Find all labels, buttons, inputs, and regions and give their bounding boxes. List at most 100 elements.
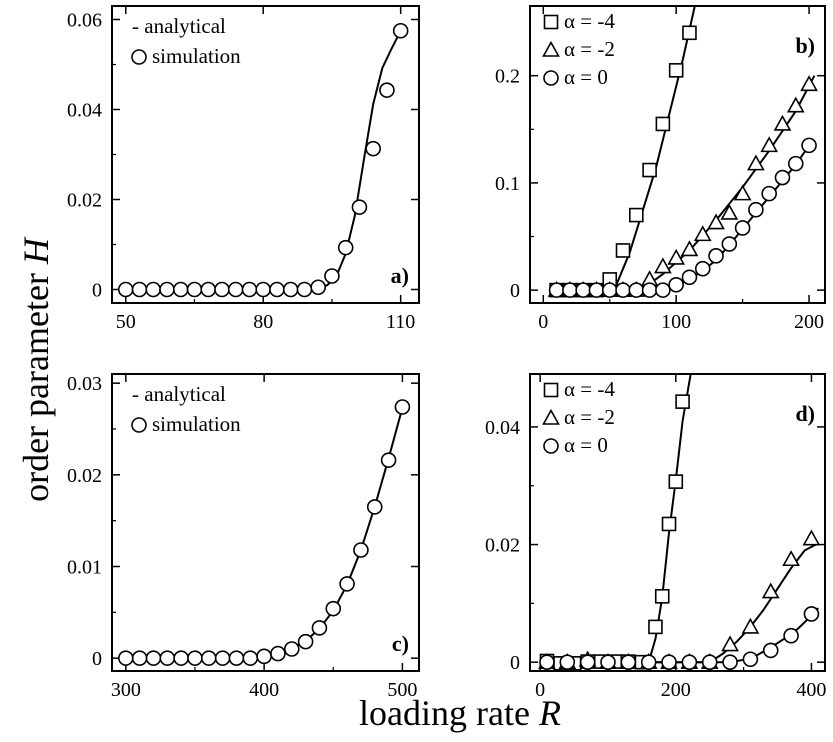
y-axis-title: order parameter H — [16, 236, 56, 502]
data-point-circle — [159, 281, 175, 298]
data-point-circle — [159, 650, 176, 666]
data-point-triangle — [720, 203, 739, 220]
y-tick-label-d: 0.02 — [485, 535, 520, 557]
data-point-circle — [601, 282, 618, 298]
data-point-circle — [661, 654, 677, 670]
data-point-circle — [186, 281, 203, 298]
data-point-circle — [200, 281, 217, 298]
legend-marker-triangle — [542, 40, 560, 57]
data-point-circle — [787, 155, 804, 172]
legend-label-d: α = -2 — [564, 405, 615, 429]
data-point-circle — [761, 185, 777, 202]
panel-a: 50 80 110 0 0.02 0.04 0.06 - analytical simulati… — [67, 5, 420, 333]
panel-label-b: b) — [795, 33, 815, 58]
data-point-triangle — [760, 136, 779, 153]
data-point-circle — [701, 654, 718, 670]
data-point-circle — [145, 650, 162, 666]
legend-label-a: - analytical — [132, 14, 226, 38]
panel-b: 0 100 200 0 0.1 0.2 α = -4 α = -2 α = 0 b) — [495, 5, 826, 333]
data-point-circle — [311, 620, 328, 636]
data-point-circle — [187, 650, 203, 666]
data-point-circle — [655, 282, 671, 298]
series-a-circle — [117, 22, 409, 298]
data-point-triangle — [741, 617, 760, 634]
y-tick-label-c: 0 — [92, 648, 102, 670]
series-c-circle — [118, 399, 411, 666]
data-point-circle — [734, 220, 751, 236]
data-point-square — [668, 63, 684, 78]
data-point-circle — [296, 281, 313, 298]
data-point-circle — [325, 600, 342, 617]
data-point-circle — [270, 645, 286, 662]
data-point-square — [668, 474, 684, 489]
data-point-circle — [353, 542, 369, 558]
data-point-triangle — [680, 240, 699, 257]
legend-marker-circle — [543, 438, 559, 454]
data-point-circle — [201, 650, 217, 666]
data-point-circle — [118, 650, 134, 666]
data-point-circle — [562, 282, 578, 298]
data-point-circle — [228, 650, 245, 666]
analytical-curve-b — [556, 75, 816, 292]
data-point-circle — [628, 282, 645, 298]
series-d-circle — [539, 606, 820, 670]
legend-label-d: α = 0 — [564, 433, 608, 457]
x-tick-label-b: 100 — [661, 311, 691, 333]
data-point-circle — [214, 650, 231, 666]
x-tick-label-d: 0 — [535, 679, 545, 701]
legend-label-a: simulation — [152, 44, 241, 68]
panel-label-d: d) — [795, 401, 815, 426]
data-point-circle — [269, 281, 285, 298]
data-point-circle — [131, 281, 148, 298]
data-point-circle — [579, 654, 596, 670]
legend-label-c: simulation — [152, 412, 241, 436]
data-point-circle — [774, 169, 791, 186]
legend-label-b: α = 0 — [564, 65, 608, 89]
legend-marker-triangle — [542, 408, 560, 425]
data-point-circle — [803, 606, 820, 622]
data-point-triangle — [733, 184, 752, 201]
data-point-circle — [641, 282, 658, 298]
data-point-circle — [681, 654, 698, 670]
data-point-circle — [283, 641, 300, 657]
plot-frame-d — [529, 373, 826, 672]
data-point-circle — [172, 281, 189, 298]
data-point-circle — [694, 260, 711, 277]
series-b-triangle — [547, 75, 818, 297]
panel-d: 0 200 400 0 0.02 0.04 α = -4 α = -2 α = 0 d) — [485, 373, 826, 701]
data-point-circle — [256, 648, 272, 665]
y-tick-label-a: 0.02 — [67, 190, 102, 212]
x-axis-title: loading rate R — [359, 693, 561, 733]
legend-marker-square — [543, 382, 559, 398]
legend-marker-circle — [131, 49, 147, 65]
data-point-circle — [600, 654, 616, 670]
data-point-circle — [117, 281, 134, 298]
data-point-circle — [324, 268, 340, 284]
data-point-square — [675, 394, 690, 409]
panel-c: 300 400 500 0 0.01 0.02 0.03 - analytical simula… — [67, 373, 420, 701]
data-point-triangle — [707, 213, 725, 230]
panels: 50 80 110 0 0.02 0.04 0.06 - analytical simulati… — [67, 5, 826, 701]
data-point-triangle — [782, 550, 800, 567]
data-point-circle — [681, 269, 698, 286]
legend-label-b: α = -2 — [564, 37, 615, 61]
data-point-circle — [620, 654, 637, 670]
data-point-circle — [748, 201, 764, 218]
plot-area-d — [538, 374, 821, 671]
data-point-triangle — [721, 635, 739, 652]
data-point-circle — [722, 654, 738, 670]
data-point-circle — [394, 399, 411, 415]
data-point-circle — [615, 282, 631, 298]
x-tick-label-d: 200 — [661, 679, 691, 701]
data-point-circle — [242, 650, 259, 666]
plot-area-c — [118, 399, 411, 666]
y-tick-label-c: 0.01 — [67, 557, 102, 579]
legend-label-b: α = -4 — [564, 9, 615, 33]
data-point-circle — [365, 140, 381, 157]
analytical-curve-d — [547, 542, 819, 664]
data-point-circle — [559, 654, 576, 670]
data-point-circle — [366, 499, 383, 515]
data-point-circle — [380, 452, 397, 468]
y-tick-label-c: 0.02 — [67, 465, 102, 487]
